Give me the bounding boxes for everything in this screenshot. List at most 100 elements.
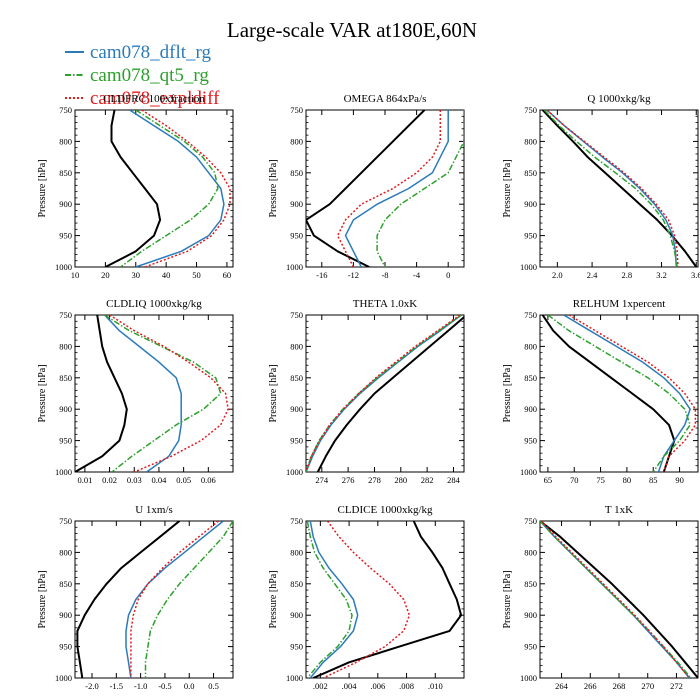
x-tick-label: 0 [446,270,450,280]
y-tick-label: 750 [524,105,537,115]
y-tick-label: 750 [59,310,72,320]
y-tick-label: 1000 [520,262,537,272]
series-line-0 [76,521,181,678]
y-tick-label: 800 [524,341,537,351]
y-tick-label: 750 [524,516,537,526]
x-tick-label: 3.2 [656,270,667,280]
series-line-3 [130,521,219,678]
series-group [541,315,697,472]
y-tick-label: 900 [524,404,537,414]
panel-title: CLDFRC 100xfraction [103,93,205,105]
y-tick-label: 1000 [55,673,72,683]
series-line-2 [543,110,678,267]
series-line-0 [316,315,464,472]
series-line-3 [568,315,697,472]
x-tick-label: 268 [613,681,626,691]
y-tick-label: 850 [524,373,537,383]
y-axis-label: Pressure [hPa] [268,159,279,217]
y-tick-label: 850 [59,579,72,589]
y-axis-label: Pressure [hPa] [502,159,513,217]
x-tick-label: 85 [649,475,658,485]
y-axis-label: Pressure [hPa] [37,570,48,628]
panel-title: CLDLIQ 1000xkg/kg [106,298,202,310]
x-tick-label: 2.0 [552,270,563,280]
y-tick-label: 1000 [55,262,72,272]
legend: cam078_dflt_rgcam078_qt5_rgcam078_expldi… [65,42,220,109]
x-tick-label: -16 [316,270,327,280]
series-line-1 [540,521,690,678]
plot-frame [539,314,699,473]
plot-frame [305,314,465,473]
x-tick-label: 0.02 [102,475,117,485]
y-tick-label: 850 [524,579,537,589]
legend-label-2: cam078_qt5_rg [90,65,209,86]
x-tick-label: 10 [71,270,80,280]
y-tick-label: 850 [290,579,303,589]
x-tick-label: 2.4 [587,270,598,280]
y-tick-label: 950 [290,436,303,446]
x-tick-label: 274 [315,475,329,485]
series-line-2 [547,315,691,472]
y-tick-label: 750 [59,516,72,526]
x-tick-label: 65 [544,475,553,485]
y-tick-label: 950 [290,642,303,652]
plot-frame [74,314,234,473]
panel-2: OMEGA 864xPa/s 750 800 850 900 950 1000 -16 -12 -… [268,93,465,280]
y-tick-label: 1000 [286,262,303,272]
series-group [306,521,463,678]
panel-title: U 1xm/s [135,504,173,516]
series-line-0 [312,521,463,678]
x-tick-label: .006 [370,681,385,691]
y-tick-label: 1000 [55,467,72,477]
series-group [75,315,229,472]
series-line-3 [306,315,461,472]
series-line-0 [540,521,698,678]
x-tick-label: 272 [670,681,683,691]
series-line-0 [75,315,128,472]
panel-1: CLDFRC 100xfraction 750 800 850 900 950 100010… [37,93,234,280]
y-tick-label: 800 [59,547,72,557]
series-line-3 [336,110,442,267]
x-tick-label: 278 [368,475,381,485]
x-tick-label: .002 [313,681,328,691]
x-tick-label: 20 [101,270,110,280]
x-tick-label: -0.5 [158,681,171,691]
y-axis-label: Pressure [hPa] [502,570,513,628]
series-group [306,110,464,267]
x-tick-label: 0.04 [152,475,168,485]
y-tick-label: 850 [524,168,537,178]
series-group [104,110,231,267]
y-axis-label: Pressure [hPa] [268,570,279,628]
series-line-1 [104,315,182,472]
y-tick-label: 950 [290,231,303,241]
y-tick-label: 800 [524,136,537,146]
x-tick-label: 60 [223,270,232,280]
y-tick-label: 800 [290,547,303,557]
y-tick-label: 900 [59,404,72,414]
series-line-1 [546,110,678,267]
x-tick-label: .004 [342,681,358,691]
x-tick-label: 3.6 [691,270,700,280]
panel-3: Q 1000xkg/kg 750 800 850 900 950 1000 2.0 2.4 2.8… [502,93,700,280]
y-tick-label: 800 [290,341,303,351]
y-tick-label: 950 [59,231,72,241]
y-tick-label: 900 [290,610,303,620]
series-line-2 [104,315,222,472]
series-line-1 [306,315,462,472]
x-tick-label: -1.5 [110,681,123,691]
series-line-2 [540,521,692,678]
y-tick-label: 1000 [286,673,303,683]
x-tick-label: 80 [623,475,632,485]
y-tick-label: 900 [59,199,72,209]
x-tick-label: .010 [428,681,443,691]
x-tick-label: 0.05 [176,475,191,485]
panel-title: OMEGA 864xPa/s [344,93,427,105]
series-line-3 [322,521,411,678]
panel-title: RELHUM 1xpercent [573,298,666,310]
series-line-3 [141,110,231,267]
panel-title: CLDICE 1000xkg/kg [337,504,433,516]
x-tick-label: 276 [342,475,355,485]
panel-7: U 1xm/s 750 800 850 900 950 1000 -2.0 -1.5 -1.0 -0… [37,504,234,691]
series-line-0 [541,315,676,472]
